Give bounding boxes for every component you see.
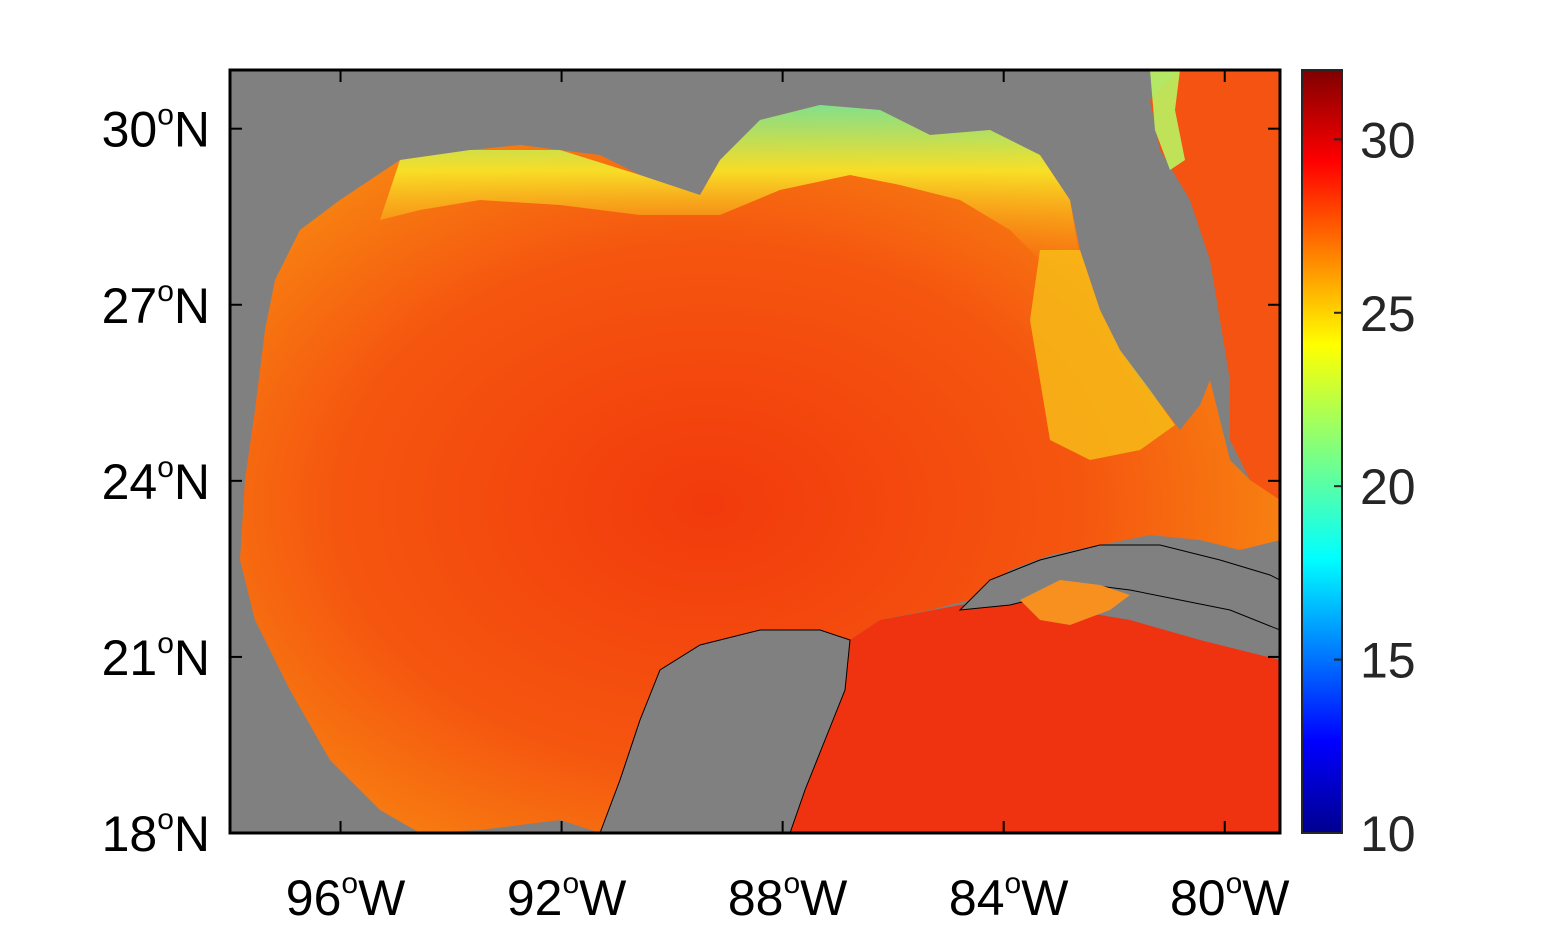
colorbar-ticks: 30 25 20 15 10 — [1334, 112, 1416, 862]
cuba-south-shelf-water — [1020, 580, 1130, 625]
northern-shelf-water — [380, 105, 1080, 270]
colorbar: 30 25 20 15 10 — [1301, 69, 1416, 862]
lon-tick-label: 96oW — [286, 867, 406, 926]
atlantic-water — [1150, 70, 1280, 500]
lon-tick-label: 88oW — [728, 867, 848, 926]
lat-tick-label: 24oN — [102, 451, 210, 510]
west-florida-shelf-water — [1030, 250, 1175, 460]
lat-tick-label: 18oN — [102, 803, 210, 862]
map-panel — [230, 70, 1280, 833]
colorbar-tick-label: 10 — [1360, 806, 1416, 862]
colorbar-tick-label: 30 — [1360, 112, 1416, 168]
lon-tick-label: 80oW — [1170, 867, 1290, 926]
yucatan-land — [599, 629, 851, 833]
lon-tick-label: 92oW — [507, 867, 627, 926]
lat-tick-label: 30oN — [102, 99, 210, 158]
colorbar-tick-label: 20 — [1360, 459, 1416, 515]
lat-tick-label: 21oN — [102, 627, 210, 686]
gulf-of-mexico-water — [240, 105, 1280, 833]
colorbar-gradient — [1301, 69, 1343, 834]
lon-tick-label: 84oW — [949, 867, 1069, 926]
caribbean-water — [790, 600, 1280, 833]
lat-tick-label: 27oN — [102, 275, 210, 334]
colorbar-tick-label: 25 — [1360, 286, 1416, 342]
latitude-axis: 30oN 27oN 24oN 21oN 18oN — [102, 99, 1280, 862]
map-frame — [228, 68, 1282, 835]
longitude-axis: 96oW 92oW 88oW 84oW 80oW — [286, 70, 1290, 926]
atlantic-cool-shelf — [1150, 70, 1185, 170]
colorbar-tick-label: 15 — [1360, 633, 1416, 689]
